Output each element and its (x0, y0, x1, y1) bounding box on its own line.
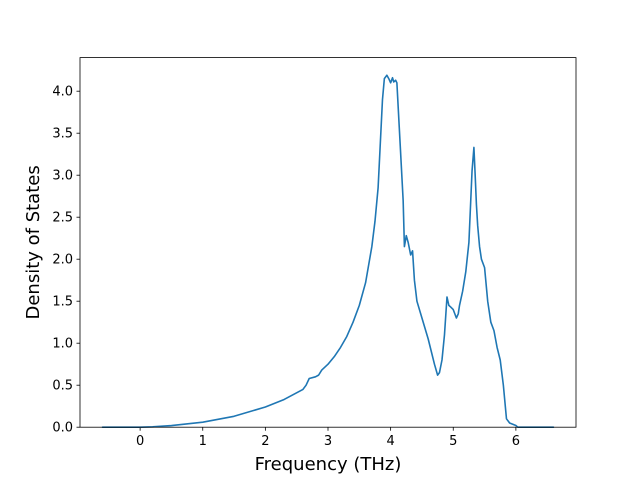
y-tick-label: 2.5 (52, 211, 73, 226)
x-tick-label: 3 (324, 434, 332, 449)
y-tick-label: 1.5 (52, 295, 73, 310)
y-axis-label: Density of States (23, 165, 44, 319)
y-tick-label: 0.0 (52, 421, 73, 436)
y-tick-label: 2.0 (52, 253, 73, 268)
x-tick-label: 0 (136, 434, 144, 449)
dos-series-line (101, 74, 555, 429)
x-tick-label: 2 (261, 434, 269, 449)
plot-series (101, 74, 555, 429)
x-tick-label: 6 (512, 434, 520, 449)
x-tick-label: 1 (199, 434, 207, 449)
plot-frame (79, 57, 577, 428)
x-axis-label: Frequency (THz) (255, 454, 402, 475)
y-tick-label: 3.5 (52, 127, 73, 142)
y-tick-label: 0.5 (52, 379, 73, 394)
y-tick-label: 3.0 (52, 169, 73, 184)
x-tick-label: 5 (449, 434, 457, 449)
axis-ticks: 0 1 2 3 4 5 6 0.0 0.5 1.0 1.5 2.0 2.5 3.0 3.5 4.0 (52, 85, 520, 450)
y-tick-label: 4.0 (52, 85, 73, 100)
y-tick-label: 1.0 (52, 337, 73, 352)
x-tick-label: 4 (386, 434, 394, 449)
